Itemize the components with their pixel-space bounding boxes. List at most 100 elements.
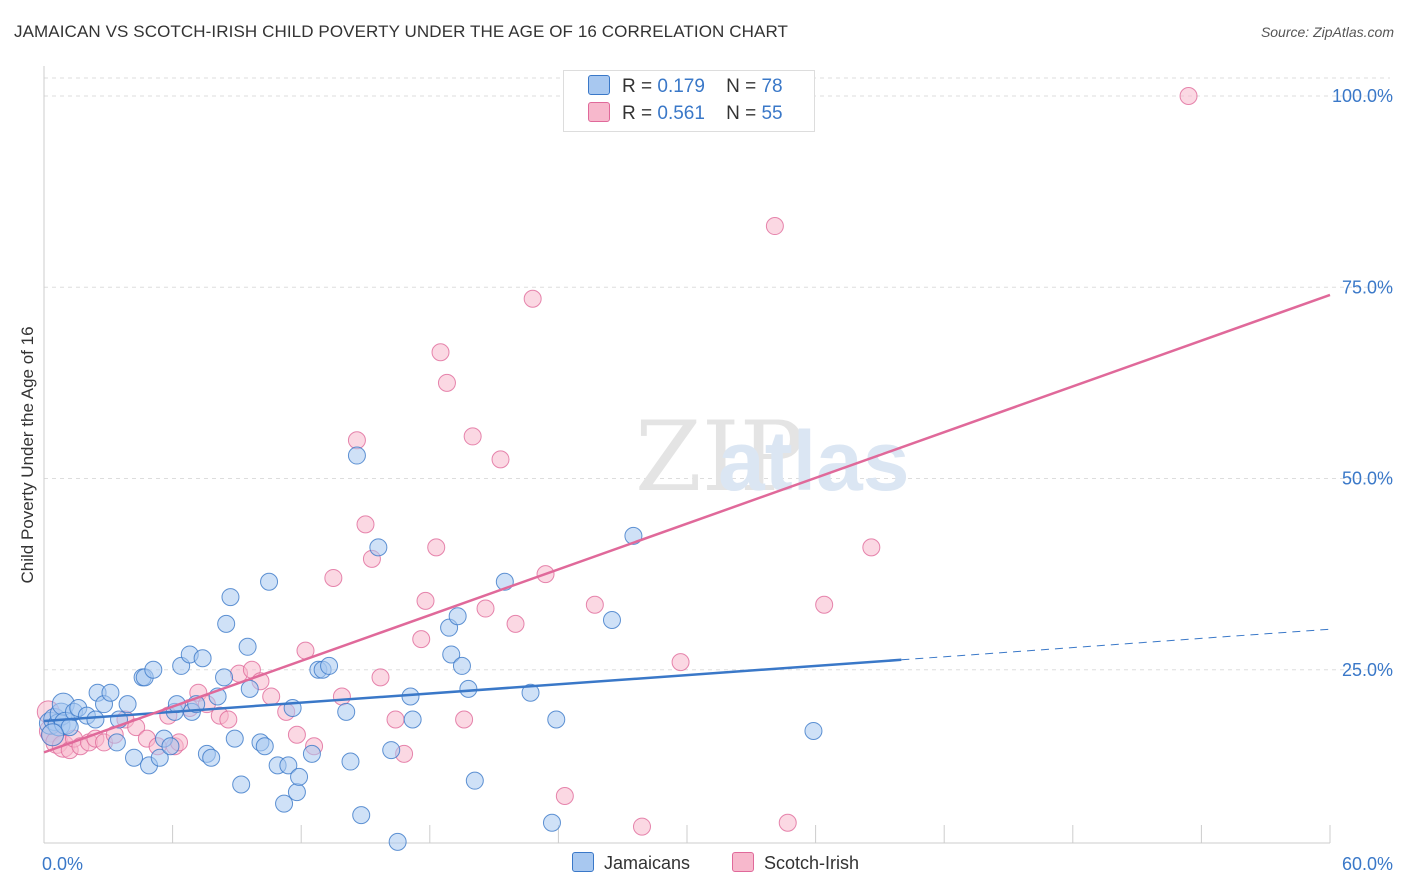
- jamaican-point-66: [448, 607, 467, 626]
- legend-swatch-scotch-irish: [588, 102, 610, 122]
- jamaican-point-77: [41, 723, 65, 747]
- jamaican-point-72: [542, 813, 561, 832]
- jamaican-point-54: [320, 656, 339, 675]
- watermark-zip: ZIP: [635, 401, 804, 513]
- x-tick-label-min: 0.0%: [42, 854, 83, 874]
- scotch-irish-point-56: [765, 217, 784, 236]
- scotch-irish-point-46: [463, 427, 482, 446]
- jamaican-point-39: [232, 775, 251, 794]
- scotch-irish-point-38: [386, 710, 405, 729]
- legend-swatch-jamaicans: [588, 75, 610, 95]
- scotch-irish-trend-line: [43, 293, 1331, 754]
- scotch-irish-point-58: [815, 595, 834, 614]
- legend-row-jamaicans: R = 0.179 N = 78: [588, 75, 783, 99]
- source-label: Source: ZipAtlas.com: [1260, 24, 1394, 40]
- legend-n-value: 78: [761, 76, 783, 97]
- scotch-irish-point-29: [287, 725, 306, 744]
- jamaican-trend-line: [43, 658, 902, 723]
- y-tick-label-0: 25.0%: [1342, 660, 1393, 680]
- jamaican-point-51: [302, 744, 321, 763]
- jamaican-point-13: [101, 683, 120, 702]
- jamaican-point-37: [221, 588, 240, 607]
- scotch-irish-point-32: [324, 568, 343, 587]
- scotch-irish-point-52: [555, 786, 574, 805]
- legend-n-value: 55: [761, 103, 783, 124]
- scotch-irish-point-40: [412, 630, 431, 649]
- scotch-irish-point-43: [431, 343, 450, 362]
- jamaican-point-16: [118, 695, 137, 714]
- legend-r-value: 0.561: [657, 103, 705, 124]
- scotch-irish-point-60: [1179, 87, 1198, 105]
- bottom-legend-swatch-jamaicans: [572, 852, 594, 872]
- scotch-irish-point-27: [262, 687, 281, 706]
- watermark-atlas: atlas: [718, 414, 909, 508]
- scotch-irish-point-44: [437, 373, 456, 392]
- scotch-irish-point-50: [523, 289, 542, 308]
- scotch-irish-point-41: [416, 591, 435, 610]
- jamaican-point-73: [547, 710, 566, 729]
- legend-r-value: 0.179: [657, 76, 705, 97]
- jamaican-point-74: [602, 611, 621, 630]
- jamaican-point-24: [161, 737, 180, 756]
- scotch-irish-point-55: [671, 653, 690, 672]
- jamaican-point-22: [150, 748, 169, 767]
- scotch-irish-point-42: [427, 538, 446, 557]
- jamaican-point-68: [459, 679, 478, 698]
- y-tick-label-2: 75.0%: [1342, 277, 1393, 297]
- jamaican-point-21: [144, 660, 163, 679]
- tick-labels: 25.0% 50.0% 75.0% 100.0% 0.0% 60.0%: [42, 86, 1393, 874]
- jamaican-point-49: [287, 783, 306, 802]
- jamaican-point-71: [521, 683, 540, 702]
- scotch-irish-point-59: [862, 538, 881, 557]
- jamaican-point-61: [388, 832, 407, 851]
- y-tick-label-1: 50.0%: [1342, 469, 1393, 489]
- correlation-legend: R = 0.179 N = 78 R = 0.561 N = 55: [563, 70, 815, 132]
- jamaican-point-47: [279, 756, 298, 775]
- y-tick-label-3: 100.0%: [1332, 86, 1393, 106]
- jamaican-point-76: [804, 721, 823, 740]
- bottom-legend-label: Scotch-Irish: [764, 853, 860, 873]
- scotch-irish-point-37: [371, 668, 390, 687]
- jamaican-point-59: [369, 538, 388, 557]
- jamaican-point-58: [352, 806, 371, 825]
- jamaican-point-35: [215, 668, 234, 687]
- scotch-irish-point-33: [332, 687, 351, 706]
- bottom-legend-scotch-irish: Scotch-Irish: [732, 852, 859, 874]
- jamaican-point-63: [403, 710, 422, 729]
- jamaican-point-10: [86, 710, 105, 729]
- jamaican-point-41: [240, 679, 259, 698]
- jamaican-point-65: [442, 645, 461, 664]
- scotch-irish-point-53: [585, 595, 604, 614]
- jamaican-point-50: [290, 767, 309, 786]
- chart-title: JAMAICAN VS SCOTCH-IRISH CHILD POVERTY U…: [14, 22, 788, 41]
- scotch-irish-point-57: [778, 813, 797, 832]
- scotch-irish-point-35: [356, 515, 375, 534]
- legend-n-label: N =: [726, 103, 757, 124]
- jamaican-point-33: [202, 748, 221, 767]
- jamaican-point-55: [337, 702, 356, 721]
- scotch-irish-point-47: [476, 599, 495, 618]
- legend-row-scotch-irish: R = 0.561 N = 55: [588, 102, 783, 126]
- scotch-irish-point-54: [632, 817, 651, 836]
- jamaican-point-57: [347, 446, 366, 465]
- jamaican-trend-extension: [901, 628, 1331, 661]
- x-tick-label-max: 60.0%: [1342, 854, 1393, 874]
- legend-r-label: R =: [622, 76, 653, 97]
- jamaican-point-40: [238, 637, 257, 656]
- jamaican-point-17: [125, 748, 144, 767]
- jamaican-point-36: [217, 614, 236, 633]
- jamaican-point-60: [382, 741, 401, 760]
- jamaican-point-69: [465, 771, 484, 790]
- trend-lines: [43, 293, 1331, 754]
- scotch-irish-point-34: [347, 431, 366, 450]
- scotch-irish-point-23: [219, 710, 238, 729]
- y-axis-label: Child Poverty Under the Age of 16: [18, 326, 37, 584]
- bottom-legend-swatch-scotch-irish: [732, 852, 754, 872]
- jamaican-point-56: [341, 752, 360, 771]
- jamaican-point-38: [225, 729, 244, 748]
- jamaican-point-62: [401, 687, 420, 706]
- bottom-legend-label: Jamaicans: [604, 853, 691, 873]
- jamaican-point-31: [193, 649, 212, 668]
- grid: [44, 77, 1390, 671]
